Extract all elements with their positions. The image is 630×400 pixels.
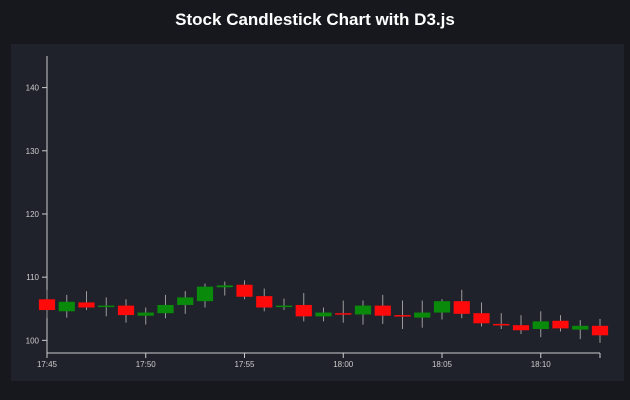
candle-body (493, 323, 510, 326)
y-tick-label: 110 (26, 273, 39, 282)
candle-body (394, 315, 411, 317)
x-tick-label: 18:00 (333, 360, 354, 369)
candle-body (335, 313, 352, 315)
candle-body (512, 325, 530, 331)
candle-body (58, 301, 75, 312)
candles-layer (38, 280, 609, 343)
x-tick-label: 17:50 (136, 360, 157, 369)
candlestick-chart: 100 110 120 130 140 17:45 17:50 17:55 18:00 18:05… (26, 56, 609, 369)
x-tick-label: 18:05 (432, 360, 453, 369)
candle-body (354, 305, 372, 315)
candle-body (473, 313, 490, 324)
candle-body (295, 304, 312, 317)
page-title: Stock Candlestick Chart with D3.js (175, 10, 455, 29)
x-tick-label: 17:55 (234, 360, 255, 369)
candle-body (315, 312, 332, 317)
candle-body (157, 304, 174, 314)
candle-body (275, 305, 293, 308)
candle-body (216, 285, 233, 288)
x-tick-label: 17:45 (37, 360, 58, 369)
y-tick-label: 140 (26, 84, 40, 93)
y-tick-label: 100 (26, 336, 40, 345)
chart-panel: 100 110 120 130 140 17:45 17:50 17:55 18:00 18:05… (11, 44, 624, 381)
candle-body (196, 286, 214, 302)
candle-body (98, 305, 115, 308)
candle-body (532, 321, 549, 329)
candle-body (374, 305, 391, 316)
candle-body (433, 301, 451, 313)
candle-body (117, 305, 135, 316)
x-tick-label: 18:10 (531, 360, 552, 369)
candle-body (572, 325, 589, 330)
candle-body (137, 312, 154, 316)
candle-body (236, 284, 253, 297)
candle-body (453, 301, 470, 314)
y-tick-label: 120 (26, 210, 40, 219)
candle-body (177, 297, 194, 305)
candle-body (414, 312, 431, 318)
candle-body (591, 325, 609, 336)
axes-layer: 100 110 120 130 140 17:45 17:50 17:55 18:00 18:05… (26, 56, 601, 369)
candle-body (256, 296, 273, 308)
y-tick-label: 130 (26, 147, 40, 156)
candle-body (78, 302, 95, 308)
candle-body (38, 299, 56, 311)
candle-body (552, 320, 569, 329)
